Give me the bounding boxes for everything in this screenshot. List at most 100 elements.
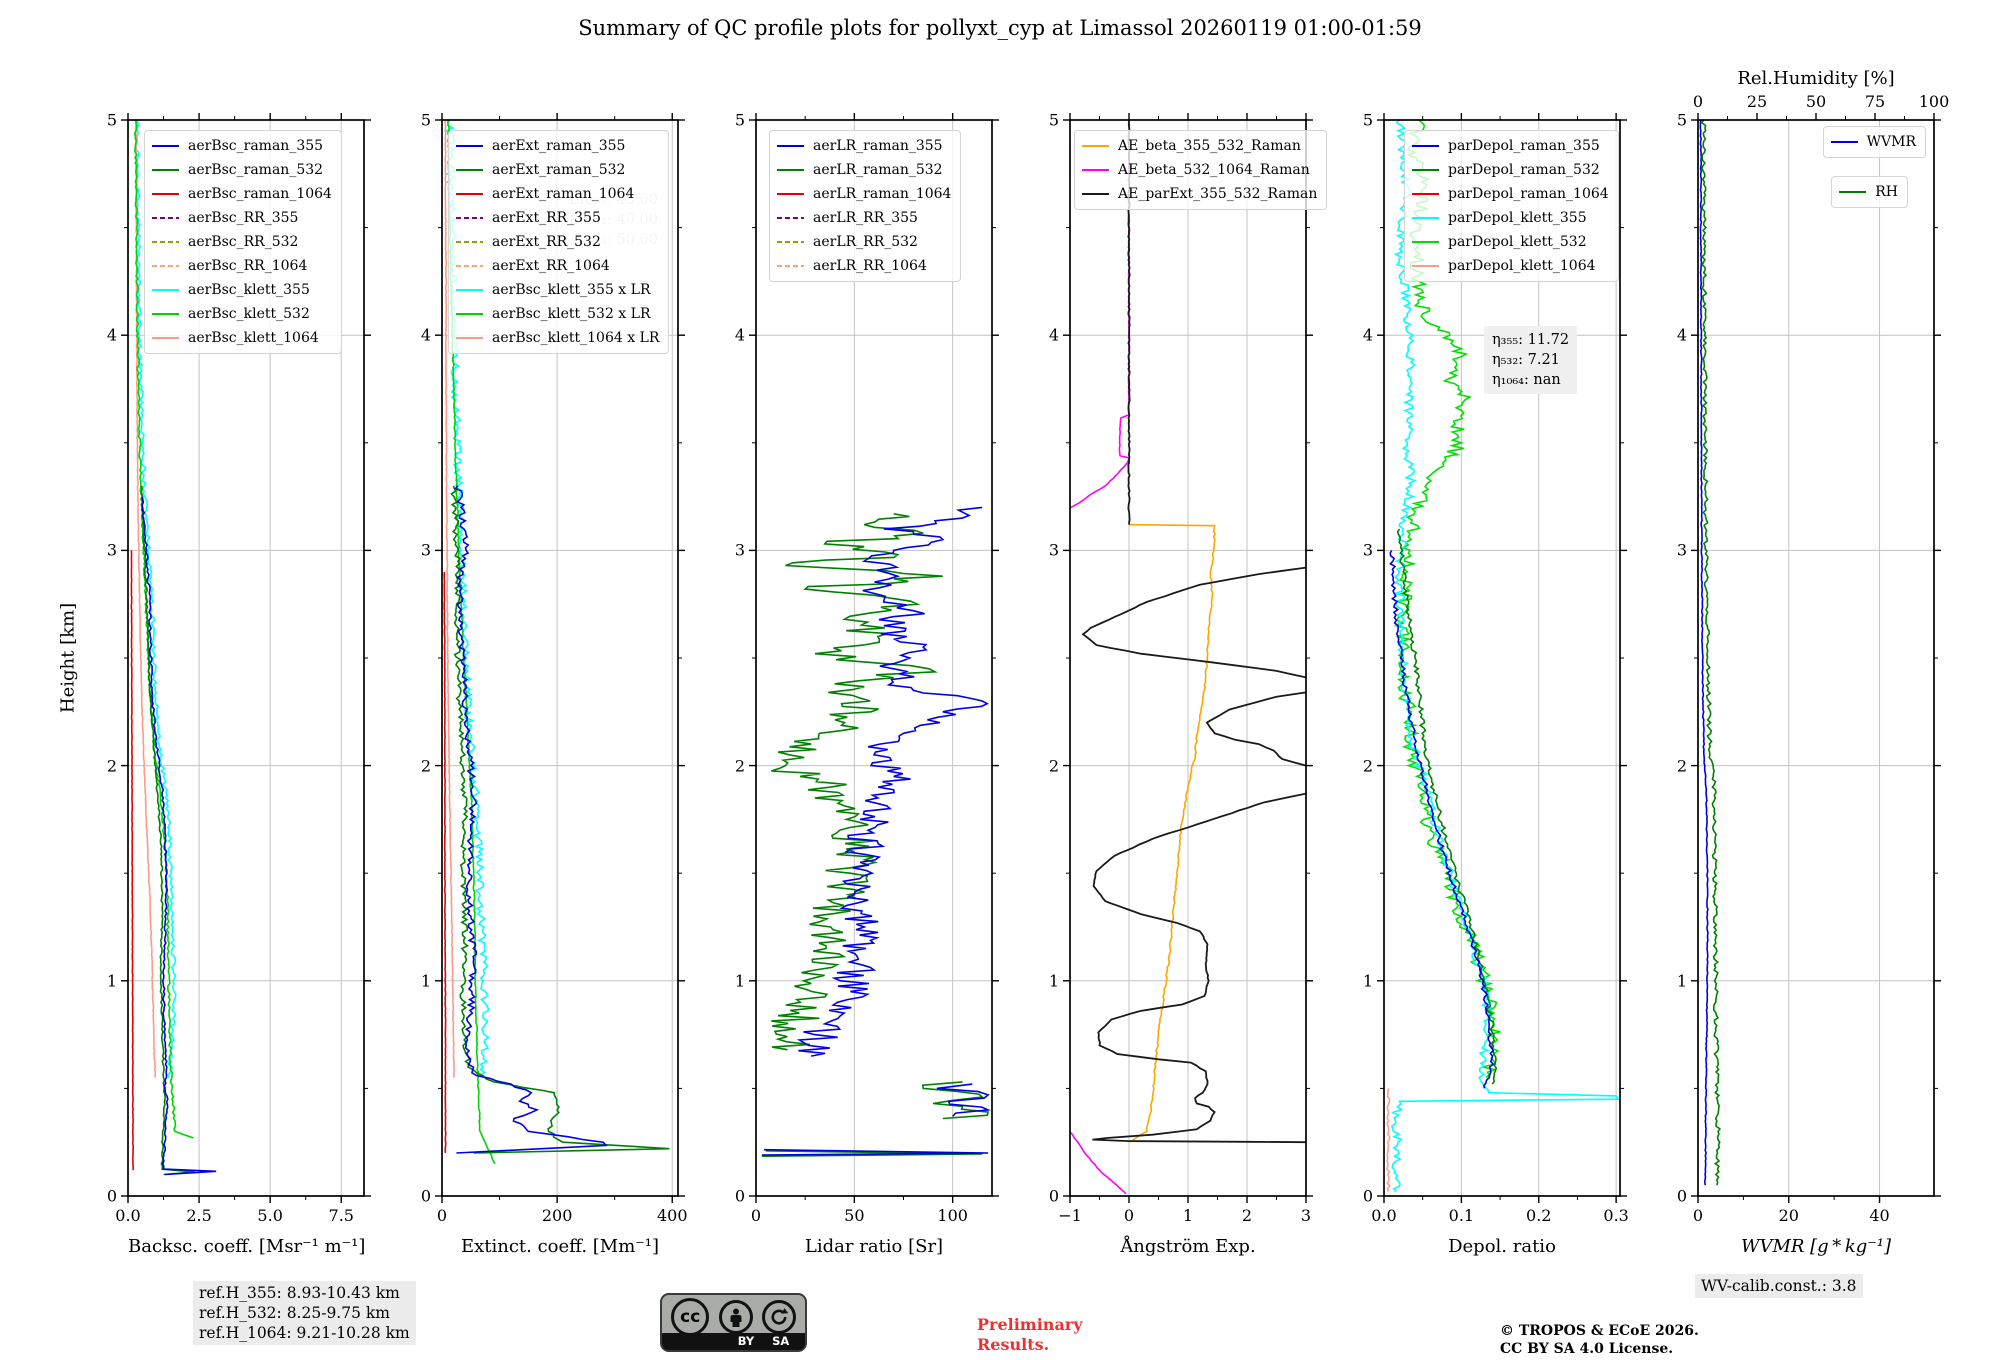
annotation-line: η₁₀₆₄: nan — [1492, 372, 1561, 388]
dashed-line-swatch — [152, 265, 179, 267]
panel-backscatter: 0.0 2.5 5.0 7.5 0 1 2 3 4 5 Backsc. coeff. [Msr⁻¹ … — [58, 111, 371, 1257]
cc-badge-band: BY SA — [662, 1333, 805, 1350]
y-tick-label: 2 — [1676, 756, 1687, 776]
y-tick-label: 4 — [1048, 325, 1059, 345]
legend-label: aerLR_RR_355 — [813, 210, 918, 226]
x-tick-label: 20 — [1778, 1206, 1799, 1225]
x-tick-label: 1 — [1182, 1206, 1194, 1225]
legend-item: aerLR_RR_355 — [777, 206, 951, 230]
x-tick-label: 0 — [436, 1206, 448, 1225]
x-tick-label: −1 — [1058, 1206, 1082, 1225]
legend-item: aerBsc_klett_1064 — [152, 326, 332, 350]
annotation-line: η₃₅₅: 11.72 — [1492, 332, 1570, 348]
y-tick-label: 1 — [106, 971, 117, 991]
y-tick-label: 1 — [1048, 971, 1059, 991]
dashed-line-swatch — [456, 241, 483, 243]
y-tick-label: 4 — [106, 325, 117, 345]
x-tick-label: 40 — [1869, 1206, 1890, 1225]
legend-label: RH — [1875, 184, 1898, 200]
series-aerBsc_raman_355 — [141, 496, 217, 1176]
panel-wvmr: 0 20 40 0 1 2 3 4 5 WVMR [g * kg⁻¹] 0 25 50 75 100 Rel.… — [1677, 68, 1949, 1257]
y-tick-label: 0 — [1676, 1186, 1687, 1206]
x-tick-label: 2.5 — [186, 1206, 212, 1225]
legend-label: aerExt_raman_355 — [492, 138, 626, 154]
cc-by-label: BY — [737, 1334, 755, 1348]
y-tick-label: 3 — [1362, 540, 1373, 560]
dashed-line-swatch — [152, 241, 179, 243]
preliminary-results-note: Preliminary Results. — [977, 1315, 1083, 1354]
ref-h-1064: ref.H_1064: 9.21-10.28 km — [199, 1324, 410, 1343]
legend-label: aerExt_raman_532 — [492, 162, 626, 178]
cc-icon-label: cc — [680, 1307, 701, 1327]
legend-item: aerExt_raman_355 — [456, 134, 659, 158]
solid-line-swatch — [152, 193, 179, 195]
wv-calib-annotation: WV-calib.const.: 3.8 — [1695, 1274, 1863, 1299]
series-WVMR — [1699, 120, 1709, 1186]
panel-lidar-ratio: 0 50 100 0 1 2 3 4 5 Lidar ratio [Sr] aerLR_raman_… — [735, 111, 999, 1257]
y-tick-label: 3 — [1048, 540, 1059, 560]
x-axis-label-backscatter: Backsc. coeff. [Msr⁻¹ m⁻¹] — [128, 1236, 366, 1257]
solid-line-swatch — [1412, 265, 1439, 267]
ref-h-355: ref.H_355: 8.93-10.43 km — [199, 1284, 400, 1302]
legend: aerBsc_raman_355 aerBsc_raman_532 aerBsc_r… — [144, 130, 342, 354]
legend-label: aerBsc_klett_355 — [188, 282, 310, 298]
solid-line-swatch — [1830, 141, 1858, 143]
x-tick-label: 100 — [937, 1206, 968, 1225]
x-tick-label: 3 — [1300, 1206, 1312, 1225]
y-tick-label: 5 — [734, 110, 745, 130]
y-tick-label: 1 — [734, 971, 745, 991]
legend-item: parDepol_klett_355 — [1412, 206, 1609, 230]
x-tick-label: 0 — [750, 1206, 762, 1225]
legend-label: parDepol_raman_532 — [1448, 162, 1600, 178]
solid-line-swatch — [1839, 191, 1867, 193]
series-aerBsc_klett_532 — [133, 120, 194, 1139]
solid-line-swatch — [1412, 217, 1439, 219]
series-RH — [1700, 120, 1722, 1186]
series-AE_parExt_355_532_Raman — [1092, 792, 1306, 1144]
series-AE_parExt_355_532_Raman — [1205, 691, 1306, 767]
series-aerBsc_klett_1064 — [134, 120, 157, 1078]
legend-item: RH — [1839, 180, 1898, 204]
legend-label: aerExt_raman_1064 — [492, 186, 635, 202]
legend-item: WVMR — [1830, 130, 1916, 154]
legend-item: AE_beta_355_532_Raman — [1082, 134, 1317, 158]
legend-item: aerBsc_klett_355 — [152, 278, 332, 302]
legend-item: aerBsc_RR_1064 — [152, 254, 332, 278]
x-axis-label-lidar-ratio: Lidar ratio [Sr] — [804, 1236, 944, 1257]
panel-angstrom: −1 0 1 2 3 0 1 2 3 4 5 Ångström Exp. AE_beta_355_532… — [1049, 111, 1328, 1257]
depol-plot — [1377, 113, 1627, 1203]
legend-label: WVMR — [1866, 134, 1916, 150]
y-tick-label: 3 — [734, 540, 745, 560]
x-tick-label: 200 — [541, 1206, 573, 1225]
y-tick-label: 5 — [1048, 110, 1059, 130]
panel-depol: 0.0 0.1 0.2 0.3 0 1 2 3 4 5 Depol. ratio η₃₅₅: 11.7… — [1363, 111, 1629, 1258]
y-tick-label: 2 — [734, 756, 745, 776]
legend: aerLR_raman_355 aerLR_raman_532 aerLR_rama… — [769, 130, 962, 282]
dashed-line-swatch — [152, 217, 179, 219]
series-aerLR_raman_355 — [796, 506, 989, 1057]
x-tick-label: 0 — [1123, 1206, 1135, 1225]
y-tick-label: 5 — [420, 110, 431, 130]
legend-label: aerBsc_klett_355 x LR — [492, 282, 651, 298]
dashed-line-swatch — [777, 217, 804, 219]
legend-item: aerBsc_klett_532 — [152, 302, 332, 326]
series-parDepol_raman_532 — [1396, 528, 1498, 1085]
series-aerLR_raman_532 — [761, 1150, 983, 1157]
solid-line-swatch — [152, 145, 179, 147]
lidar-ratio-plot — [749, 113, 999, 1203]
legend-label: aerLR_raman_355 — [813, 138, 943, 154]
series-aerBsc_klett_355 — [134, 120, 177, 1078]
legend-item: aerBsc_klett_1064 x LR — [456, 326, 659, 350]
legend-item: aerLR_raman_355 — [777, 134, 951, 158]
top-tick-label: 0 — [1692, 92, 1704, 111]
legend-item: aerBsc_raman_1064 — [152, 182, 332, 206]
series-aerBsc_raman_532 — [140, 485, 195, 1176]
dashed-line-swatch — [777, 265, 804, 267]
legend-item: AE_parExt_355_532_Raman — [1082, 182, 1317, 206]
legend-item: AE_beta_532_1064_Raman — [1082, 158, 1317, 182]
solid-line-swatch — [152, 289, 179, 291]
x-tick-label: 0.2 — [1526, 1206, 1552, 1225]
solid-line-swatch — [1082, 193, 1109, 195]
legend-label: aerExt_RR_532 — [492, 234, 601, 250]
